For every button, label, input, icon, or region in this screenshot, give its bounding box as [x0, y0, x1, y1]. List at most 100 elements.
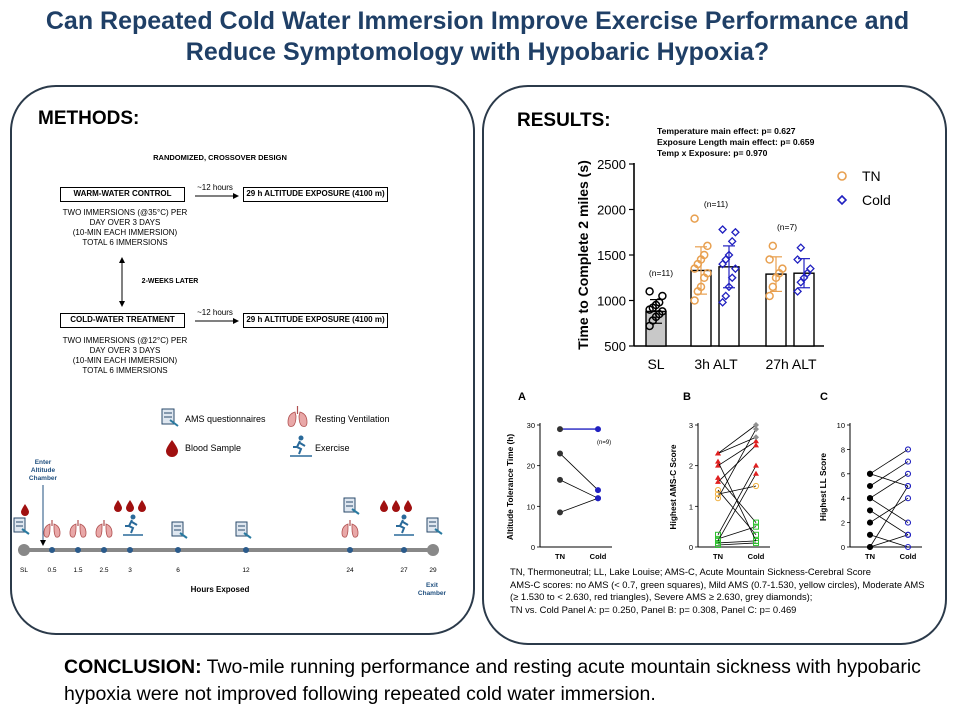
data-point [715, 478, 721, 484]
main-x-tick-label: 3h ALT [694, 356, 738, 372]
n-label-3h: (n=11) [704, 199, 728, 209]
data-point [699, 250, 709, 260]
cold-desc-1: TWO IMMERSIONS (@12°C) PER [62, 336, 188, 345]
panel-y-tick-label: 0 [689, 543, 693, 552]
data-point [793, 255, 803, 264]
note-1: TN, Thermoneutral; LL, Lake Louise; AMS-… [510, 566, 871, 577]
panel-y-tick-label: 8 [841, 445, 845, 454]
main-y-tick-label: 1000 [597, 294, 626, 309]
pair-line [717, 424, 757, 454]
design-label: RANDOMIZED, CROSSOVER DESIGN [153, 153, 287, 162]
data-point [715, 531, 721, 538]
data-point [765, 291, 774, 301]
pair-line [717, 461, 757, 542]
data-point [654, 298, 664, 307]
data-point [557, 509, 563, 516]
pair-line [869, 510, 909, 536]
panel-x-tick-label: TN [865, 552, 875, 561]
results-panel [482, 85, 947, 645]
legend-tn-label: TN [862, 168, 881, 184]
methods-panel [10, 85, 475, 635]
enter-3: Chamber [28, 475, 58, 482]
main-x-tick-label: SL [647, 356, 664, 372]
panel-y-tick-label: 30 [527, 421, 535, 430]
warm-desc-2: DAY OVER 3 DAYS [89, 218, 161, 227]
data-point [595, 426, 601, 433]
cold-description: TWO IMMERSIONS (@12°C) PER DAY OVER 3 DA… [55, 336, 195, 376]
panel-y-tick-label: 2 [689, 462, 693, 471]
n-label-sl: (n=11) [649, 268, 673, 278]
data-point [727, 236, 737, 246]
pair-line [717, 526, 757, 540]
pair-line [559, 453, 599, 491]
data-point [715, 474, 721, 480]
methods-heading: METHODS: [38, 108, 140, 129]
timeline-tick-label: 0.5 [47, 567, 57, 574]
data-point [866, 470, 874, 477]
data-point [778, 264, 787, 273]
results-notes: TN, Thermoneutral; LL, Lake Louise; AMS-… [510, 566, 950, 616]
panel-letter-b: B [683, 391, 691, 403]
data-point [753, 519, 759, 526]
stat-exposure: Exposure Length main effect: p= 0.659 [657, 137, 815, 147]
panel-b-ylabel: Highest AMS-C Score [668, 444, 678, 529]
timeline-tick-label: SL [20, 567, 28, 574]
legend-cold-marker [836, 194, 848, 206]
data-point [703, 241, 712, 251]
title-line-2: Reduce Symptomology with Hypobaric Hypox… [185, 38, 770, 66]
timeline-tick-label: 29 [429, 567, 437, 574]
two-weeks-label: 2-WEEKS LATER [141, 278, 199, 285]
cold-desc-2: DAY OVER 3 DAYS [89, 346, 161, 355]
pair-line [717, 473, 757, 542]
data-point [904, 519, 912, 526]
cold-water-box: COLD-WATER TREATMENT [60, 313, 185, 328]
panel-x-tick-label: TN [713, 552, 723, 561]
panel-y-tick-label: 0 [841, 543, 845, 552]
note-3: (≥ 1.530 to < 2.630, red triangles), Sev… [510, 591, 813, 602]
timeline-tick-label: 2.5 [99, 567, 109, 574]
panel-y-tick-label: 10 [527, 502, 535, 511]
data-point [714, 491, 722, 498]
main-y-tick-label: 1500 [597, 248, 626, 263]
data-point [768, 282, 778, 292]
data-point [730, 227, 740, 237]
data-point [805, 264, 815, 274]
data-point [753, 426, 759, 433]
data-point [730, 264, 740, 274]
data-point [595, 487, 601, 494]
data-point [727, 273, 737, 283]
pair-line [869, 473, 909, 499]
pair-line [717, 445, 757, 483]
data-point [765, 255, 774, 264]
panel-x-tick-label: Cold [748, 552, 765, 561]
note-2: AMS-C scores: no AMS (< 0.7, green squar… [510, 578, 925, 590]
data-point [714, 486, 722, 494]
data-point [866, 531, 874, 538]
panel-a-ylabel: Altitude Tolerance Time (h) [505, 434, 515, 540]
data-point [753, 470, 759, 476]
data-point [715, 458, 721, 464]
data-point [703, 268, 712, 278]
data-point [904, 458, 912, 465]
pair-line [717, 440, 757, 467]
main-x-tick-label: 27h ALT [765, 356, 817, 372]
data-point [793, 286, 803, 296]
data-point [715, 462, 721, 468]
warm-description: TWO IMMERSIONS (@35°C) PER DAY OVER 3 DA… [55, 208, 195, 248]
warm-desc-3: (10-MIN EACH IMMERSION) [72, 228, 178, 237]
stat-temperature: Temperature main effect: p= 0.627 [657, 126, 796, 136]
panel-y-tick-label: 6 [841, 470, 845, 479]
main-y-tick-label: 2500 [597, 157, 626, 172]
conclusion-text: Two-mile running performance and resting… [64, 656, 921, 705]
data-point [904, 531, 912, 538]
data-point [904, 446, 912, 453]
timeline-tick-label: 1.5 [73, 567, 83, 574]
legend-cold-label: Cold [862, 192, 891, 208]
timeline-tick-label: 3 [128, 567, 132, 574]
data-point [557, 476, 563, 483]
poster-title: Can Repeated Cold Water Immersion Improv… [0, 6, 955, 68]
data-point [753, 438, 759, 444]
data-point [904, 470, 912, 477]
pair-line [717, 436, 757, 454]
